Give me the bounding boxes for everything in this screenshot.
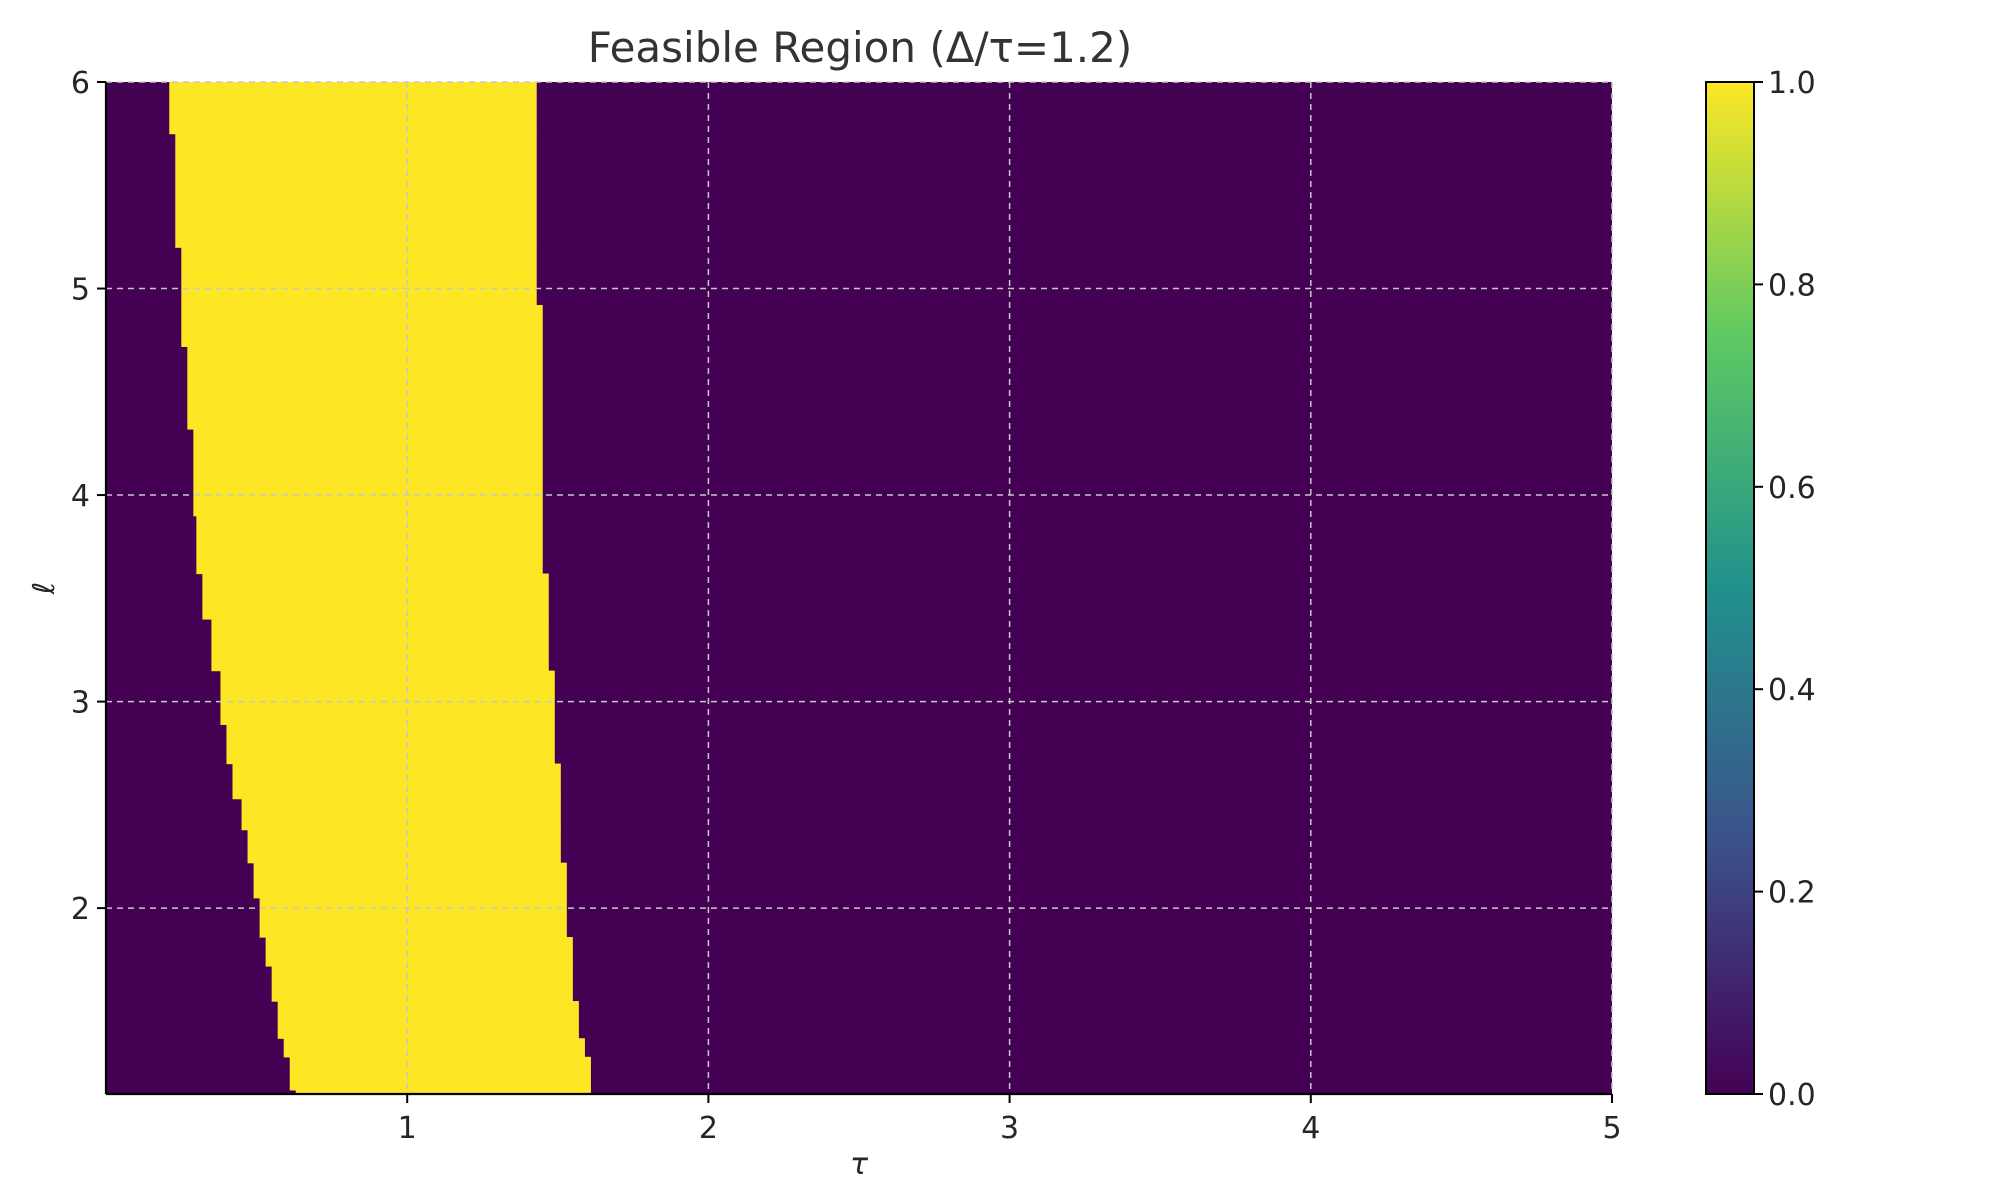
colorbar-tick-label: 0.8	[1768, 268, 1816, 303]
feasible-band-21	[169, 82, 537, 135]
colorbar-gradient	[1705, 81, 1755, 1095]
colorbar-tick-label: 0.2	[1768, 876, 1816, 911]
feasible-band-0	[295, 1089, 591, 1095]
feasible-band-20	[175, 133, 537, 248]
feasible-band-12	[220, 670, 555, 725]
feasible-band-13	[211, 618, 549, 672]
y-tick-label: 6	[71, 66, 90, 101]
feasible-band-2	[283, 1038, 585, 1058]
feasible-band-4	[271, 965, 573, 1002]
x-tick-label: 4	[1301, 1111, 1320, 1146]
chart-title: Feasible Region (Δ/τ=1.2)	[588, 23, 1133, 72]
x-axis-label: τ	[850, 1147, 869, 1182]
feasible-band-9	[241, 798, 561, 831]
feasible-band-19	[181, 247, 537, 306]
feasible-band-6	[259, 897, 567, 938]
grid-lines	[106, 81, 1613, 1094]
y-tick-label: 3	[71, 686, 90, 721]
feasible-band-16	[193, 428, 543, 517]
feasible-band-14	[202, 573, 549, 620]
y-tick-label: 4	[71, 479, 90, 514]
feasible-band-7	[253, 862, 567, 899]
x-tick-label: 3	[1000, 1111, 1019, 1146]
colorbar-tick-label: 0.4	[1768, 673, 1816, 708]
feasible-band-5	[265, 937, 573, 967]
y-tick-label: 5	[71, 273, 90, 308]
colorbar: 0.0 0.2 0.4 0.6 0.8 1.0	[1705, 66, 1816, 1113]
feasible-band-10	[232, 763, 561, 800]
feasible-band-3	[277, 1001, 579, 1039]
axes: 1 2 3 4 5 2 3 4 5 6	[71, 66, 1622, 1146]
feasible-band-8	[247, 829, 561, 864]
y-axis-label: ℓ	[27, 582, 62, 595]
x-tick-label: 1	[398, 1111, 417, 1146]
x-tick-label: 2	[699, 1111, 718, 1146]
feasible-band-18	[181, 305, 543, 347]
colorbar-tick-label: 0.6	[1768, 471, 1816, 506]
y-tick-label: 2	[71, 892, 90, 927]
colorbar-tick-label: 0.0	[1768, 1078, 1816, 1113]
feasible-band-1	[289, 1056, 591, 1091]
feasible-band-17	[187, 346, 543, 430]
colorbar-tick-label: 1.0	[1768, 66, 1816, 101]
feasible-band-15	[196, 515, 543, 575]
x-tick-label: 5	[1602, 1111, 1621, 1146]
feasible-band-11	[226, 724, 555, 765]
plot-area	[106, 82, 1612, 1095]
